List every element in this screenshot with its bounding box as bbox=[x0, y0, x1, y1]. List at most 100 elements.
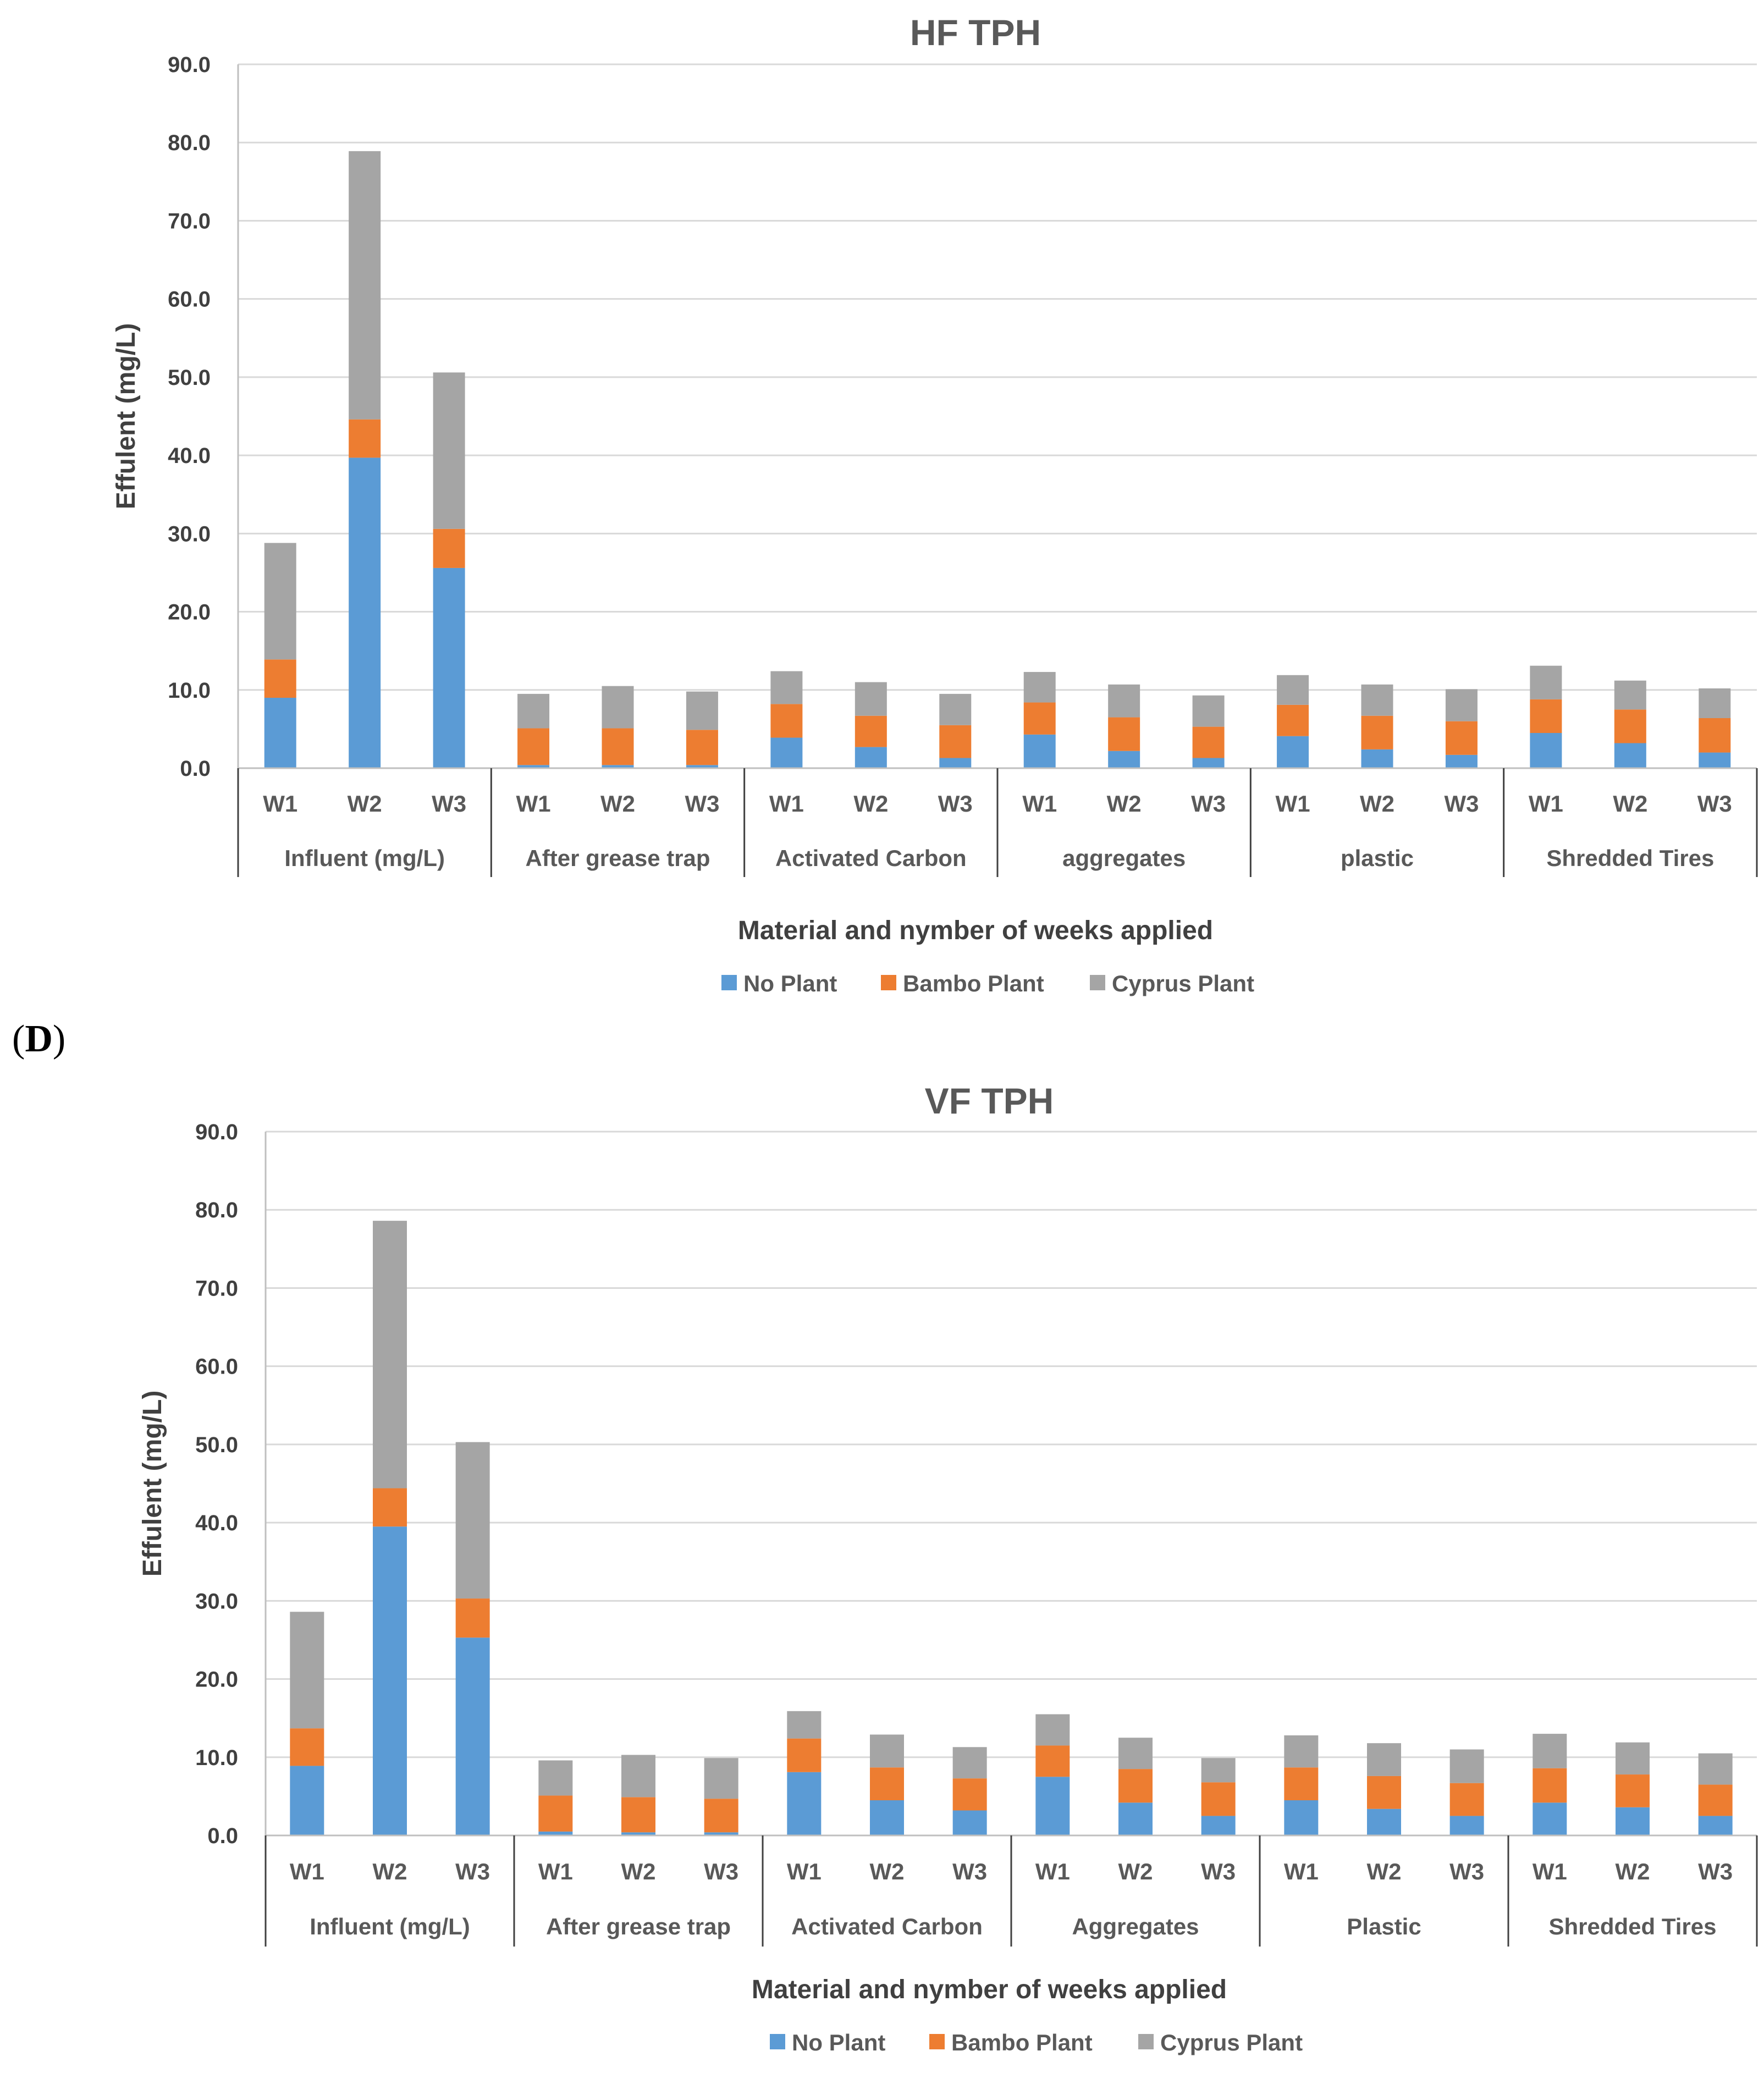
week-label: W3 bbox=[1444, 791, 1479, 817]
bar-bambo-plant bbox=[1023, 702, 1056, 735]
week-label: W2 bbox=[1118, 1859, 1153, 1884]
bar-no-plant bbox=[1108, 751, 1140, 768]
week-label: W1 bbox=[263, 791, 297, 817]
bars bbox=[264, 151, 1731, 768]
bar-no-plant bbox=[1445, 754, 1478, 768]
bar-cyprus-plant bbox=[433, 372, 465, 529]
x-axis: W1 W2 W3 W1 W2 W3 W1 W2 W3 W1 W2 W3 W1 W2 W3 W1 W2 W3 Infl… bbox=[264, 1835, 1758, 1947]
group-label: plastic bbox=[1341, 845, 1414, 871]
bar-no-plant bbox=[787, 1772, 822, 1835]
y-axis-title: Effulent (mg/L) bbox=[112, 323, 141, 510]
y-tick-label: 20.0 bbox=[168, 600, 211, 625]
bar-cyprus-plant bbox=[855, 682, 887, 716]
bar-bambo-plant bbox=[952, 1778, 987, 1811]
bar-cyprus-plant bbox=[939, 693, 972, 725]
week-label: W3 bbox=[685, 791, 719, 817]
bar-cyprus-plant bbox=[787, 1711, 822, 1739]
bar-bambo-plant bbox=[602, 728, 634, 765]
week-label: W1 bbox=[787, 1859, 822, 1884]
bar-cyprus-plant bbox=[349, 151, 381, 420]
bar-bambo-plant bbox=[787, 1738, 822, 1772]
bar-cyprus-plant bbox=[1533, 1734, 1567, 1768]
chart-hf-tph: HF TPH 0.0 10.0 20.0 30.0 40.0 50.0 60.0 70.0 80.… bbox=[112, 12, 1758, 996]
bar-bambo-plant bbox=[855, 715, 887, 747]
legend: No Plant Bambo Plant Cyprus Plant bbox=[770, 2030, 1303, 2055]
bar-no-plant bbox=[855, 747, 887, 768]
y-tick-label: 30.0 bbox=[195, 1589, 238, 1613]
bar-bambo-plant bbox=[455, 1598, 490, 1638]
bar-bambo-plant bbox=[686, 730, 718, 765]
bar-no-plant bbox=[1023, 734, 1056, 768]
bar-no-plant bbox=[1118, 1802, 1153, 1835]
bar-no-plant bbox=[1699, 752, 1731, 768]
bar-cyprus-plant bbox=[1449, 1749, 1484, 1783]
bar-cyprus-plant bbox=[1530, 665, 1562, 699]
bar-bambo-plant bbox=[517, 728, 550, 765]
bar-cyprus-plant bbox=[770, 671, 803, 704]
y-tick-label: 90.0 bbox=[168, 53, 211, 77]
bar-cyprus-plant bbox=[1361, 684, 1393, 716]
week-label: W1 bbox=[538, 1859, 573, 1884]
legend-swatch bbox=[881, 975, 896, 990]
bar-bambo-plant bbox=[621, 1797, 655, 1833]
bar-cyprus-plant bbox=[1367, 1743, 1401, 1776]
bar-no-plant bbox=[1614, 743, 1646, 768]
bar-bambo-plant bbox=[1277, 704, 1309, 736]
legend-swatch bbox=[929, 2034, 945, 2049]
week-label: W3 bbox=[1191, 791, 1226, 817]
bar-bambo-plant bbox=[1361, 715, 1393, 749]
legend: No Plant Bambo Plant Cyprus Plant bbox=[721, 971, 1254, 996]
bar-no-plant bbox=[686, 765, 718, 768]
bar-bambo-plant bbox=[1367, 1776, 1401, 1809]
bar-cyprus-plant bbox=[290, 1612, 324, 1729]
group-label: Shredded Tires bbox=[1549, 1914, 1717, 1939]
bar-bambo-plant bbox=[704, 1799, 738, 1833]
bar-bambo-plant bbox=[290, 1728, 324, 1766]
chart-vf-tph: VF TPH 0.0 10.0 20.0 30.0 40.0 50.0 60.0 70.0 80.… bbox=[138, 1080, 1758, 2055]
week-label: W3 bbox=[952, 1859, 987, 1884]
y-tick-label: 50.0 bbox=[195, 1433, 238, 1457]
y-axis: 0.0 10.0 20.0 30.0 40.0 50.0 60.0 70.0 80.0 90.0 bbox=[168, 53, 211, 781]
y-tick-label: 0.0 bbox=[180, 757, 211, 781]
bar-cyprus-plant bbox=[264, 543, 296, 660]
bar-no-plant bbox=[939, 758, 972, 768]
bar-cyprus-plant bbox=[373, 1221, 407, 1488]
group-label: Aggregates bbox=[1072, 1914, 1199, 1939]
bar-no-plant bbox=[433, 567, 465, 768]
y-tick-label: 10.0 bbox=[168, 679, 211, 703]
bar-no-plant bbox=[1367, 1809, 1401, 1835]
y-axis: 0.0 10.0 20.0 30.0 40.0 50.0 60.0 70.0 80.0 90.0 bbox=[195, 1120, 238, 1848]
week-label: W2 bbox=[348, 791, 382, 817]
week-label: W3 bbox=[704, 1859, 738, 1884]
bar-bambo-plant bbox=[1118, 1769, 1153, 1803]
bar-no-plant bbox=[952, 1810, 987, 1835]
y-tick-label: 50.0 bbox=[168, 366, 211, 390]
y-tick-label: 0.0 bbox=[207, 1824, 238, 1848]
bar-bambo-plant bbox=[939, 725, 972, 758]
week-label: W3 bbox=[1698, 1859, 1733, 1884]
panel-label: (D) bbox=[12, 1018, 65, 1060]
bar-no-plant bbox=[1361, 749, 1393, 768]
y-tick-label: 80.0 bbox=[195, 1198, 238, 1222]
week-label: W2 bbox=[1360, 791, 1394, 817]
y-tick-label: 10.0 bbox=[195, 1746, 238, 1770]
bar-cyprus-plant bbox=[704, 1758, 738, 1799]
bar-no-plant bbox=[1192, 758, 1225, 768]
bar-bambo-plant bbox=[1533, 1768, 1567, 1803]
bar-bambo-plant bbox=[1192, 726, 1225, 758]
legend-label: Bambo Plant bbox=[903, 971, 1044, 996]
bar-cyprus-plant bbox=[1614, 680, 1646, 710]
bar-cyprus-plant bbox=[870, 1734, 904, 1768]
bar-no-plant bbox=[1449, 1816, 1484, 1835]
bar-cyprus-plant bbox=[1699, 688, 1731, 718]
legend-swatch bbox=[770, 2034, 785, 2049]
bar-no-plant bbox=[770, 737, 803, 768]
bar-cyprus-plant bbox=[1192, 695, 1225, 727]
week-label: W1 bbox=[1276, 791, 1310, 817]
week-label: W2 bbox=[870, 1859, 905, 1884]
week-label: W2 bbox=[853, 791, 888, 817]
y-tick-label: 70.0 bbox=[195, 1276, 238, 1300]
week-label: W2 bbox=[1613, 791, 1647, 817]
y-tick-label: 80.0 bbox=[168, 131, 211, 155]
bar-bambo-plant bbox=[1201, 1782, 1236, 1816]
